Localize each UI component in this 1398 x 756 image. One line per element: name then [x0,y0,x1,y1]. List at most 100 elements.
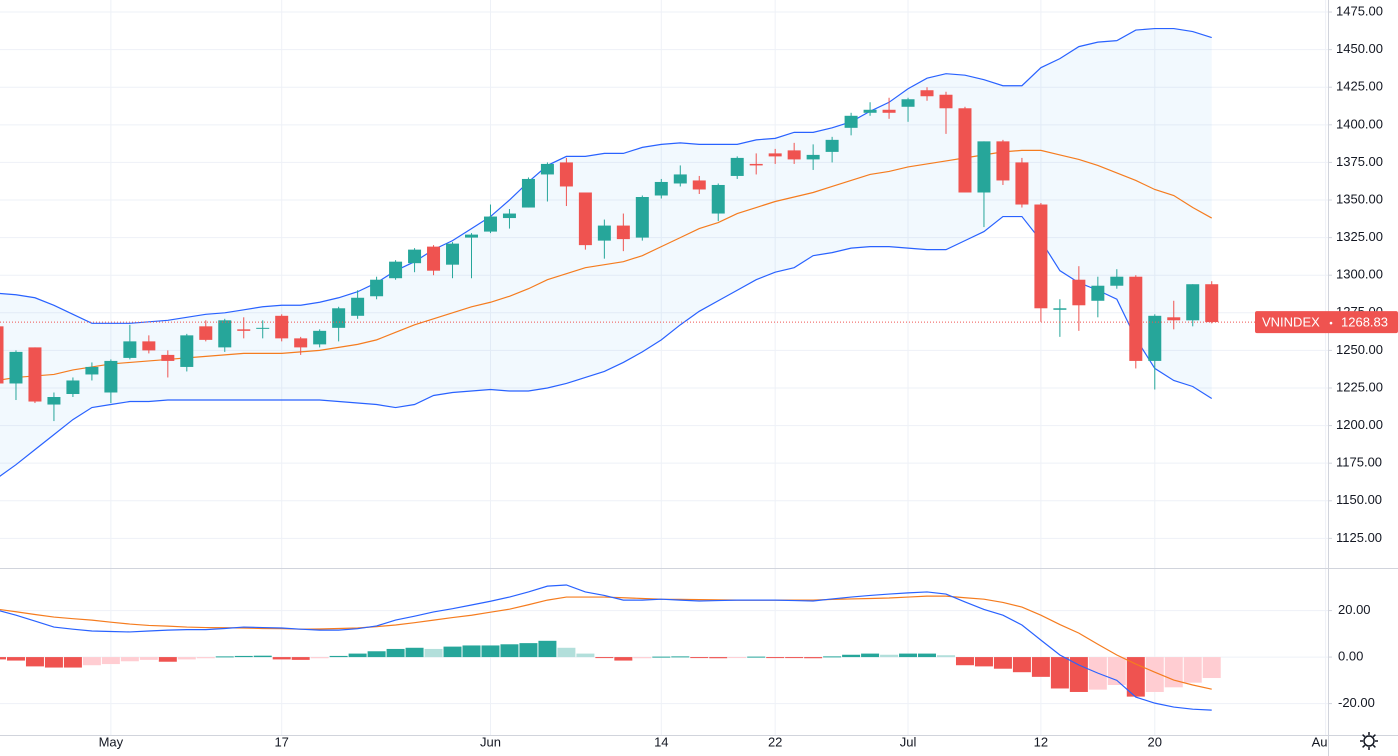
histogram-bar [576,653,595,658]
candle-body [521,178,535,208]
histogram-bar [1126,657,1145,697]
candle-body [673,174,687,184]
candle-body [749,163,763,166]
histogram-bar [329,655,348,658]
histogram-bar [443,646,462,658]
candle-body [996,141,1010,181]
candle-body [540,163,554,175]
candle-body [825,139,839,152]
histogram-bar [766,657,785,659]
candle-body [711,184,725,214]
histogram-bar [614,657,633,661]
candle-body [616,225,630,240]
y-tick-label: 1425.00 [1336,79,1383,94]
histogram-bar [937,655,955,658]
histogram-bar [44,657,63,668]
histogram-bar [63,657,82,668]
candle-body [882,109,896,113]
candle-body [578,192,592,246]
band-lower [0,215,1213,477]
candle-body [123,341,137,358]
price-tag-box [1255,311,1398,334]
x-tick-label: May [99,734,124,749]
histogram-bar [1031,657,1050,677]
candle-body [408,249,422,264]
candle-body [768,153,782,157]
histogram-bar [519,643,538,658]
macd-line [0,584,1212,711]
candle-body [1034,204,1048,309]
x-tick-label: Jun [480,734,501,749]
y-tick-label: 1400.00 [1336,116,1383,131]
signal-line [0,595,1212,690]
candle-body [939,94,953,109]
histogram-bar [955,657,974,666]
candle-body [1148,315,1162,361]
candle-body [920,90,934,97]
candle-body [958,108,972,193]
histogram-bar [861,653,880,658]
candle-body [1015,162,1029,205]
histogram-bar [310,657,329,659]
y-tick-label: 1125.00 [1336,530,1382,545]
y-tick-label: 1350.00 [1336,191,1383,206]
histogram-bar [823,656,842,658]
histogram-bar [633,657,652,659]
candle-body [370,279,384,297]
separator-dot [1329,321,1333,325]
price-tag: VNINDEX 1268.83 [1255,311,1398,334]
y-tick-label: 1150.00 [1336,492,1382,507]
histogram-bar [0,657,6,660]
histogram-bar [899,653,918,658]
candle-body [351,297,365,316]
candle-body [446,243,460,265]
histogram-bar [1050,657,1069,689]
settings-icon[interactable] [1360,732,1378,750]
y-tick-label: 1200.00 [1336,417,1383,432]
candle-body [1205,284,1219,323]
histogram-bar [158,657,177,662]
candle-body [844,115,858,128]
candle-body [559,162,573,187]
histogram-bar [1012,657,1031,673]
histogram-bar [405,647,424,658]
y-tick-label: -20.00 [1338,695,1375,710]
candle-body [1091,285,1105,301]
candle-body [635,197,649,238]
candle-body [142,341,156,351]
candle-body [313,330,327,345]
histogram-bar [1069,657,1088,692]
candle-body [1072,279,1086,306]
candle-body [275,315,289,339]
y-tick-label: 1175.00 [1336,455,1382,470]
histogram-bar [538,640,557,658]
y-tick-label: 1450.00 [1336,41,1383,56]
x-tick-label: Jul [900,734,917,749]
histogram-bar [728,657,747,659]
candle-body [389,261,403,279]
histogram-bar [101,657,120,665]
candle-body [66,380,80,395]
candle-body [180,335,194,367]
histogram-bar [139,657,158,660]
candle-body [597,225,611,241]
histogram-bar [481,645,500,658]
histogram-bar [25,657,44,667]
histogram-bar [747,656,766,658]
last-price-label: 1268.83 [1341,315,1388,330]
histogram-bar [595,657,614,659]
histogram-bar [918,653,937,658]
candle-body [237,329,251,331]
candle-body [256,327,270,329]
y-tick-label: 0.00 [1338,649,1363,664]
histogram-bar [120,657,139,662]
candle-body [218,320,232,348]
x-tick-label: 12 [1034,734,1048,749]
band-fill [0,28,1212,477]
candle-body [104,360,118,393]
histogram-bar [196,657,215,659]
candle-body [465,234,478,238]
histogram-bar [82,657,101,666]
candle-body [1053,308,1067,310]
